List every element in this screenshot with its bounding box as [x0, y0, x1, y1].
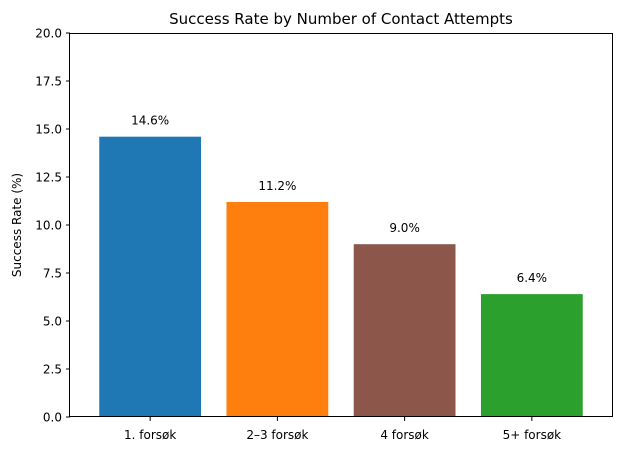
y-tick-label: 12.5 — [35, 171, 62, 185]
bars — [99, 136, 583, 417]
plot-frame — [69, 33, 613, 417]
y-tick-label: 20.0 — [35, 27, 62, 41]
x-tick-label: 4 forsøk — [380, 428, 429, 442]
y-tick-label: 7.5 — [43, 267, 62, 281]
bar — [226, 201, 329, 417]
bar — [99, 136, 202, 417]
y-tick-label: 15.0 — [35, 123, 62, 137]
x-tick-label: 5+ forsøk — [503, 428, 562, 442]
bar-value-label: 6.4% — [517, 271, 548, 285]
axis-ticks: 0.0 2.5 5.0 7.5 10.0 12.5 15.0 17.5 20.0 1. forsø… — [35, 27, 561, 443]
bar-value-label: 9.0% — [389, 221, 420, 235]
bar-value-label: 14.6% — [131, 114, 169, 128]
chart-title: Success Rate by Number of Contact Attemp… — [169, 10, 513, 28]
y-tick-label: 10.0 — [35, 219, 62, 233]
y-axis-label: Success Rate (%) — [10, 173, 24, 277]
bar — [480, 294, 583, 417]
bar-value-label: 11.2% — [258, 179, 296, 193]
x-tick-label: 2–3 forsøk — [246, 428, 308, 442]
bar-value-labels: 14.6% 11.2% 9.0% 6.4% — [131, 114, 547, 285]
y-tick-label: 0.0 — [43, 411, 62, 425]
bar — [353, 244, 456, 417]
x-tick-label: 1. forsøk — [124, 428, 176, 442]
y-tick-label: 5.0 — [43, 315, 62, 329]
y-tick-label: 2.5 — [43, 363, 62, 377]
y-tick-label: 17.5 — [35, 75, 62, 89]
